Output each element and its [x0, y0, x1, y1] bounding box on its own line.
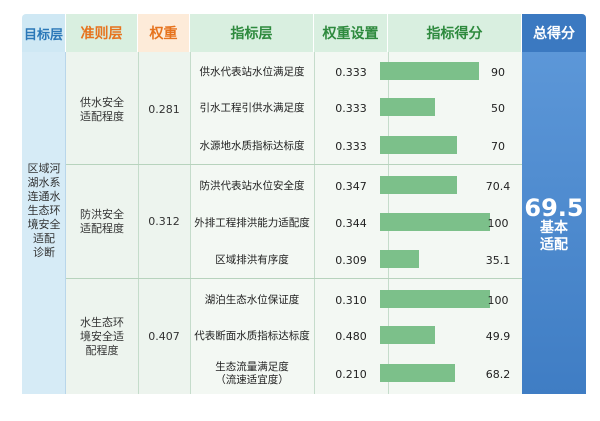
indicator-name: 防洪代表站水位安全度 [199, 180, 305, 192]
criterion-weight-water-supply: 0.281 [148, 103, 180, 116]
score-bar [380, 250, 419, 268]
score-bar [380, 136, 457, 154]
target-column [22, 52, 66, 394]
indicator-weight: 0.309 [335, 254, 367, 267]
header-indicator-layer: 指标层 [190, 14, 314, 52]
header-weight: 权重 [138, 14, 190, 52]
column-divider [138, 52, 139, 394]
score-value: 70.4 [485, 180, 511, 193]
indicator-weight: 0.333 [335, 102, 367, 115]
header-weight-setting: 权重设置 [314, 14, 388, 52]
criterion-weight-water-ecology: 0.407 [148, 330, 180, 343]
criterion-weight-flood-control: 0.312 [148, 215, 180, 228]
score-value: 100 [487, 294, 509, 307]
indicator-weight: 0.344 [335, 217, 367, 230]
score-value: 70 [491, 140, 505, 153]
score-value: 90 [491, 66, 505, 79]
score-bar [380, 326, 435, 344]
indicator-name: 供水代表站水位满足度 [199, 66, 305, 78]
score-bar [380, 98, 435, 116]
indicator-weight: 0.333 [335, 140, 367, 153]
header-criterion-layer: 准则层 [66, 14, 138, 52]
indicator-name: 引水工程引供水满足度 [199, 102, 305, 114]
score-value: 35.1 [485, 254, 511, 267]
target-label: 区域河 湖水系 连通水 生态环 境安全 适配 诊断 [27, 162, 61, 259]
criterion-label-flood-control: 防洪安全 适配程度 [80, 208, 124, 235]
total-score-column [522, 52, 586, 394]
criterion-label-water-ecology: 水生态环 境安全适 配程度 [80, 316, 124, 357]
indicator-name: 外排工程排洪能力适配度 [194, 217, 310, 229]
indicator-weight: 0.480 [335, 330, 367, 343]
score-value: 50 [491, 102, 505, 115]
indicator-name: 区域排洪有序度 [215, 254, 289, 266]
column-divider [190, 52, 191, 394]
score-value: 68.2 [485, 368, 511, 381]
score-bar [380, 364, 456, 382]
indicator-name: 代表断面水质指标达标度 [194, 330, 310, 342]
score-bar [380, 290, 490, 308]
evaluation-table: 目标层 准则层 权重 指标层 权重设置 指标得分 总得分 区域河 湖水系 连通水… [22, 14, 586, 394]
header-target-layer: 目标层 [22, 14, 66, 52]
indicator-name: 水源地水质指标达标度 [199, 140, 305, 152]
group-divider [66, 278, 522, 279]
column-divider [314, 52, 315, 394]
total-score-value: 69.5 [524, 194, 584, 222]
score-bar [380, 213, 490, 231]
header-total-score: 总得分 [522, 14, 586, 52]
criterion-label-water-supply: 供水安全 适配程度 [80, 96, 124, 123]
score-bar [380, 62, 479, 80]
score-value: 49.9 [485, 330, 511, 343]
header-indicator-score: 指标得分 [388, 14, 522, 52]
score-value: 100 [487, 217, 509, 230]
indicator-name: 生态流量满足度 （流速适宜度） [215, 361, 289, 386]
indicator-weight: 0.310 [335, 294, 367, 307]
indicator-name: 湖泊生态水位保证度 [204, 294, 300, 306]
group-divider [66, 164, 522, 165]
indicator-weight: 0.347 [335, 180, 367, 193]
total-grade-label: 基本 适配 [540, 220, 568, 253]
indicator-weight: 0.333 [335, 66, 367, 79]
indicator-weight: 0.210 [335, 368, 367, 381]
score-bar [380, 176, 458, 194]
